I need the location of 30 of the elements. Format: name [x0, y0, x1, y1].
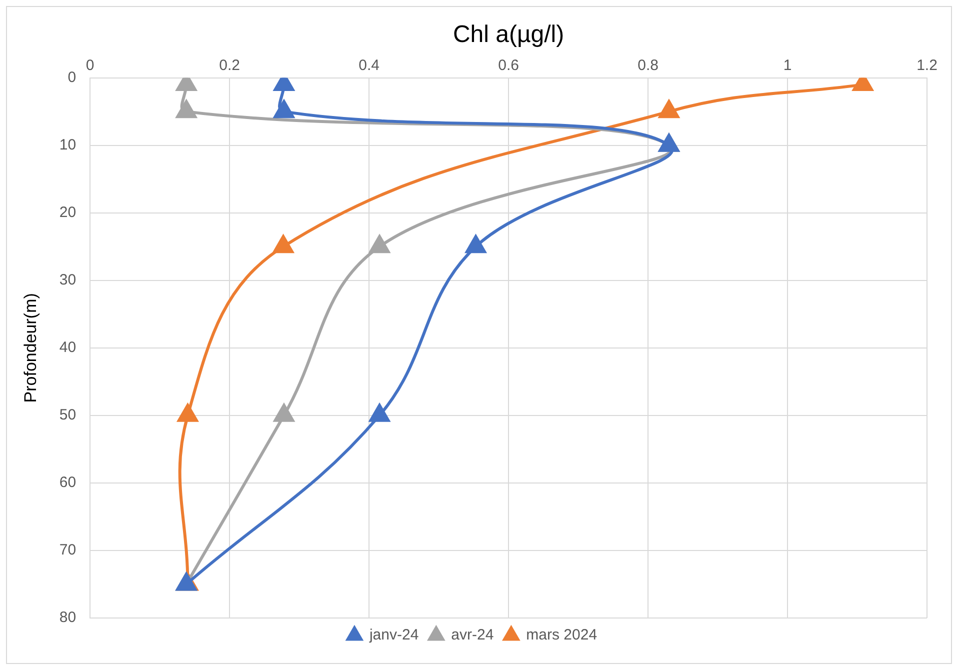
y-tick-label: 40 — [59, 339, 76, 356]
x-tick-label: 1.2 — [916, 56, 938, 74]
legend-label: janv-24 — [368, 626, 419, 644]
point — [466, 235, 486, 254]
x-tick-label: 0.6 — [498, 56, 519, 74]
x-tick-label: 0 — [86, 56, 94, 74]
point — [273, 235, 294, 254]
point — [658, 100, 680, 118]
y-tick-label: 10 — [59, 136, 76, 154]
point — [274, 404, 294, 422]
point — [369, 404, 390, 422]
x-tick-label: 0.2 — [219, 56, 240, 74]
point — [369, 235, 390, 254]
legend-label: mars 2024 — [526, 626, 598, 644]
point — [178, 404, 198, 422]
y-tick-label: 50 — [59, 406, 76, 424]
x-axis-title: Chl a(µg/l) — [452, 21, 564, 48]
y-tick-label: 70 — [59, 542, 76, 559]
y-axis-title: Profondeur(m) — [20, 293, 40, 403]
y-tick-label: 60 — [59, 474, 76, 492]
y-tick-label: 80 — [59, 609, 76, 626]
x-tick-label: 0.4 — [358, 56, 380, 74]
y-tick-label: 20 — [59, 204, 76, 221]
point — [274, 100, 294, 118]
point — [176, 100, 196, 118]
y-tick-label: 0 — [68, 68, 76, 86]
y-tick-label: 30 — [59, 272, 76, 289]
legend-label: avr-24 — [451, 626, 494, 644]
x-tick-label: 0.8 — [638, 56, 658, 74]
x-tick-label: 1 — [783, 56, 792, 74]
